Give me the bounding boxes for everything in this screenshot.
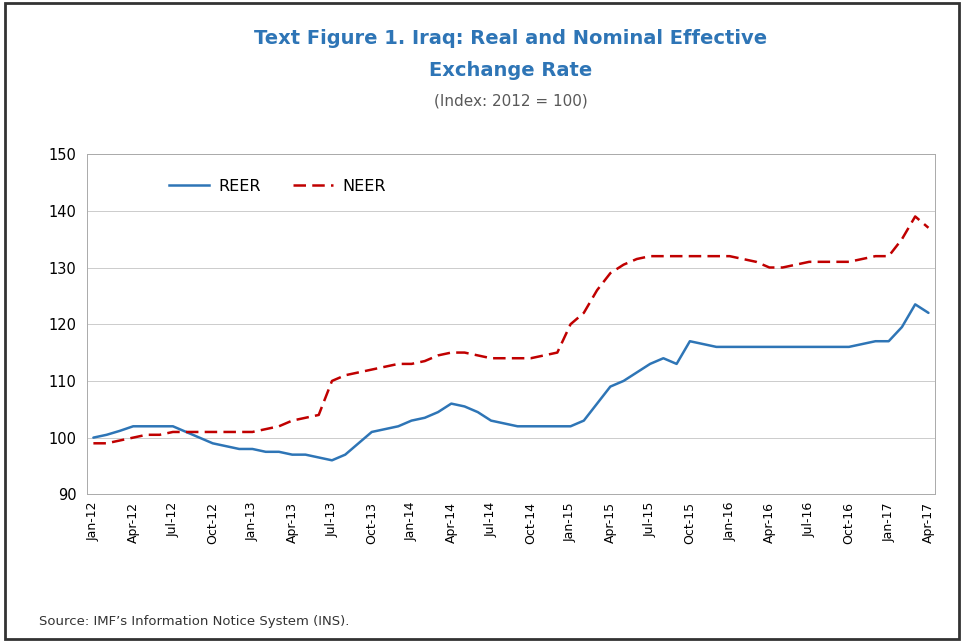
Legend: REER, NEER: REER, NEER [163, 172, 392, 200]
REER [923, 309, 934, 317]
Text: Source: IMF’s Information Notice System (INS).: Source: IMF’s Information Notice System … [39, 615, 349, 628]
NEER [909, 213, 921, 220]
Text: Text Figure 1. Iraq: Real and Nominal Effective: Text Figure 1. Iraq: Real and Nominal Ef… [254, 29, 767, 48]
NEER [498, 354, 510, 362]
NEER [194, 428, 205, 436]
REER [631, 369, 643, 376]
Text: Exchange Rate: Exchange Rate [429, 61, 593, 80]
REER [565, 422, 576, 430]
NEER [432, 352, 443, 360]
REER [909, 300, 921, 308]
NEER [551, 349, 563, 356]
Line: NEER: NEER [94, 216, 928, 444]
REER [445, 400, 457, 408]
REER [644, 360, 656, 368]
Text: (Index: 2012 = 100): (Index: 2012 = 100) [434, 93, 588, 108]
NEER [923, 224, 934, 232]
NEER [88, 440, 99, 447]
REER [88, 434, 99, 442]
REER [194, 434, 205, 442]
REER [512, 422, 523, 430]
NEER [631, 255, 643, 263]
Line: REER: REER [94, 304, 928, 460]
REER [326, 456, 337, 464]
NEER [618, 261, 629, 268]
